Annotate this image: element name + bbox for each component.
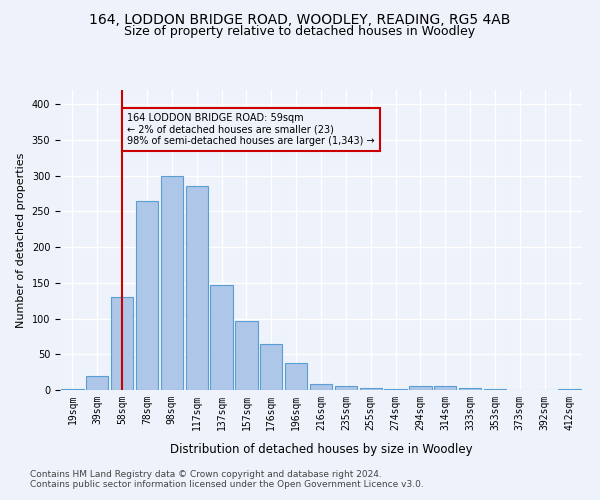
Bar (111, 297, 133, 390)
Bar (260, 344, 283, 390)
Bar (61, 388, 83, 390)
Bar (136, 200, 158, 390)
Bar (235, 320, 257, 390)
Bar (409, 386, 431, 390)
Bar (86, 376, 109, 390)
Text: Contains HM Land Registry data © Crown copyright and database right 2024.: Contains HM Land Registry data © Crown c… (30, 470, 382, 479)
Text: 164 LODDON BRIDGE ROAD: 59sqm
← 2% of detached houses are smaller (23)
98% of se: 164 LODDON BRIDGE ROAD: 59sqm ← 2% of de… (127, 113, 375, 146)
Bar (161, 176, 183, 390)
Bar (434, 386, 457, 390)
Bar (310, 384, 332, 390)
Bar (185, 186, 208, 390)
Text: Contains public sector information licensed under the Open Government Licence v3: Contains public sector information licen… (30, 480, 424, 489)
Bar (359, 388, 382, 390)
Y-axis label: Number of detached properties: Number of detached properties (16, 152, 26, 328)
Text: 164, LODDON BRIDGE ROAD, WOODLEY, READING, RG5 4AB: 164, LODDON BRIDGE ROAD, WOODLEY, READIN… (89, 12, 511, 26)
Bar (285, 363, 307, 390)
Bar (211, 285, 233, 390)
Bar (335, 386, 357, 390)
Text: Distribution of detached houses by size in Woodley: Distribution of detached houses by size … (170, 442, 472, 456)
Bar (459, 388, 481, 390)
Text: Size of property relative to detached houses in Woodley: Size of property relative to detached ho… (124, 25, 476, 38)
